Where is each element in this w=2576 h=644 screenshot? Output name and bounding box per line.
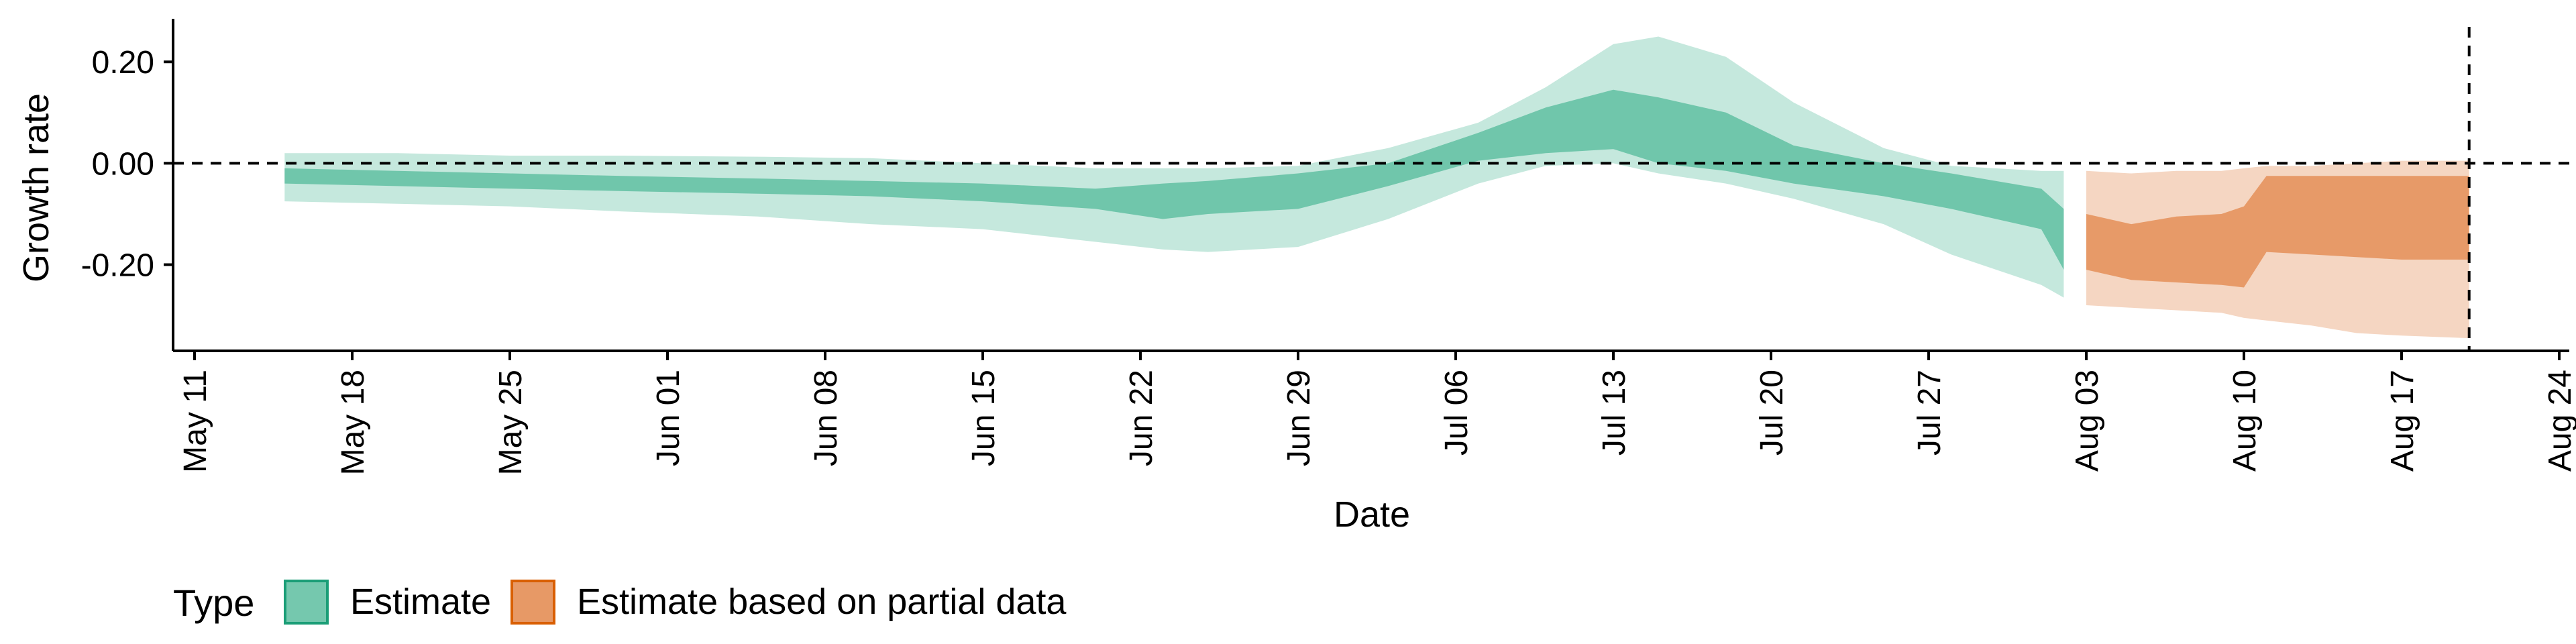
legend-label-estimate: Estimate (350, 582, 491, 622)
legend-title: Type (173, 582, 254, 624)
y-tick-label: 0.00 (92, 146, 154, 182)
legend-item-estimate: Estimate (284, 580, 491, 625)
legend: Type Estimate Estimate based on partial … (173, 580, 1067, 625)
x-tick-label: Aug 17 (2385, 370, 2420, 472)
x-tick-label: Aug 24 (2542, 370, 2576, 472)
x-tick-label: Jun 22 (1124, 370, 1159, 466)
band-layer (284, 36, 2469, 339)
x-tick-label: Jun 01 (651, 370, 686, 466)
x-tick-label: Jul 27 (1912, 370, 1947, 455)
x-tick-label: Jun 08 (808, 370, 844, 466)
x-tick-label: Jul 13 (1597, 370, 1632, 455)
y-tick-label: 0.20 (92, 45, 154, 80)
legend-label-partial: Estimate based on partial data (577, 582, 1067, 622)
legend-item-partial: Estimate based on partial data (511, 580, 1067, 625)
axes: 0.20 0.00 -0.20 May 11 May 18 May 25 Jun 01 Jun… (81, 19, 2576, 475)
x-tick-label: May 18 (335, 370, 371, 475)
x-tick-label: Jul 06 (1439, 370, 1474, 455)
y-axis-title: Growth rate (16, 93, 56, 282)
legend-swatch-partial (511, 580, 555, 625)
x-tick-label: Aug 03 (2070, 370, 2105, 472)
reference-lines (173, 27, 2569, 351)
y-tick-label: -0.20 (81, 248, 154, 284)
x-tick-label: May 11 (178, 370, 213, 473)
estimate-band-50 (284, 89, 2064, 270)
x-tick-label: Jul 20 (1754, 370, 1790, 455)
legend-swatch-estimate (284, 580, 329, 625)
x-tick-label: Aug 10 (2227, 370, 2263, 472)
x-tick-label: Jun 15 (966, 370, 1002, 466)
x-tick-label: Jun 29 (1281, 370, 1317, 466)
partial-estimate-band-50 (2086, 176, 2469, 288)
x-axis-title: Date (1334, 494, 1410, 535)
x-tick-label: May 25 (493, 370, 529, 475)
